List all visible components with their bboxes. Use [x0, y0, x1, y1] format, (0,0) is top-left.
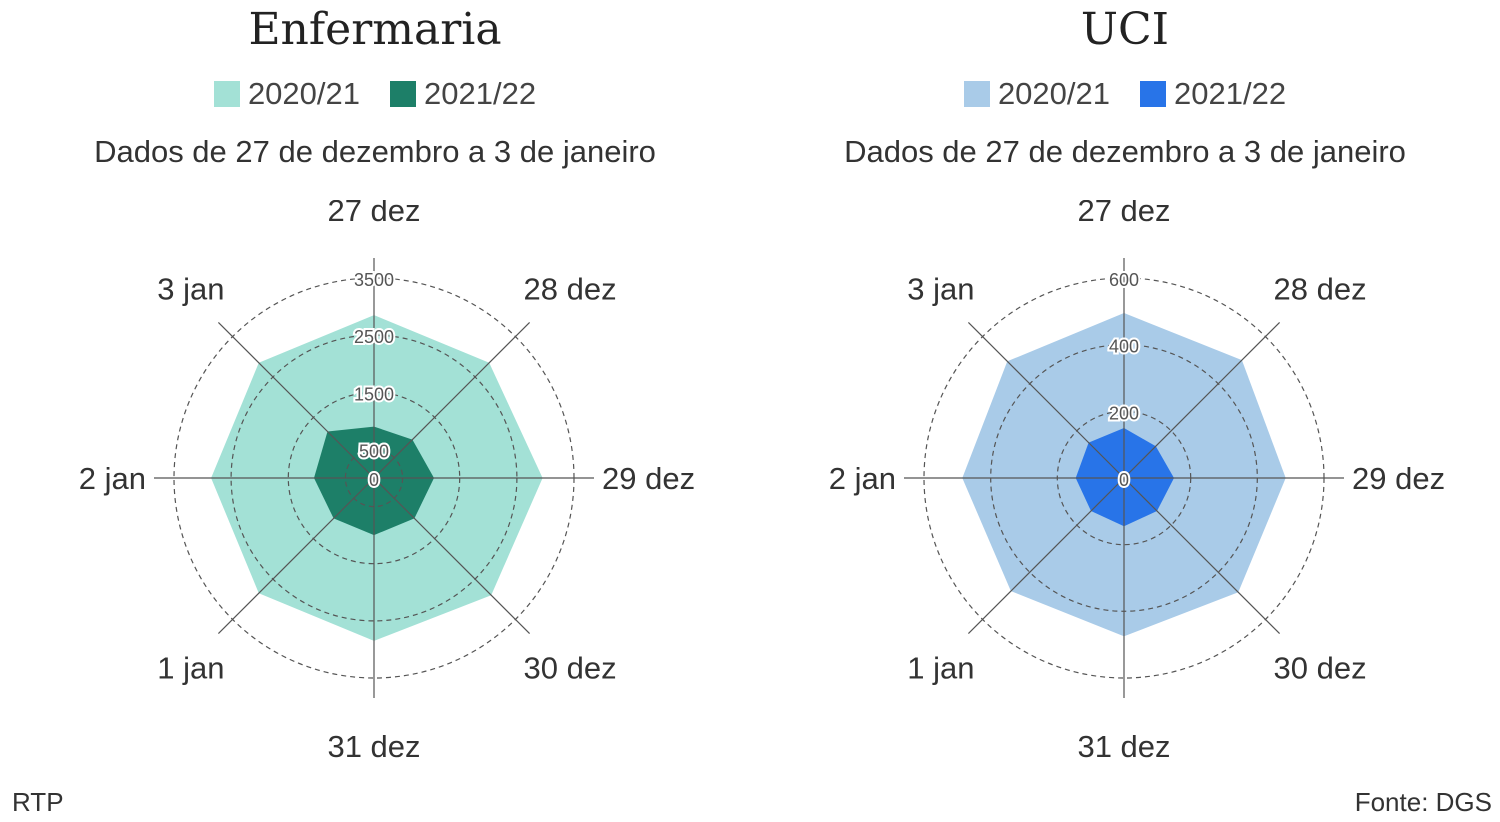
- axis-spoke: [373, 321, 531, 479]
- category-label: 1 jan: [157, 651, 224, 686]
- legend-swatch: [390, 81, 416, 107]
- tick-label: 3500: [354, 270, 394, 290]
- axis-spoke: [967, 321, 1125, 479]
- category-label: 31 dez: [1077, 729, 1170, 760]
- legend: 2020/21 2021/22: [0, 76, 750, 112]
- category-label: 3 jan: [157, 272, 224, 307]
- legend-swatch: [963, 81, 990, 107]
- tick-label: 0: [369, 470, 379, 490]
- category-label: 29 dez: [602, 461, 695, 496]
- legend-item-2021-22: 2021/22: [390, 76, 536, 112]
- axis-spoke: [373, 477, 531, 635]
- category-label: 2 jan: [829, 461, 896, 496]
- legend-swatch: [1140, 81, 1166, 107]
- data-source: Fonte: DGS: [1354, 787, 1492, 817]
- chart-subtitle: Dados de 27 de dezembro a 3 de janeiro: [94, 134, 656, 169]
- tick-label: 200: [1109, 403, 1139, 423]
- radar-chart-uci: 0 200 400 600 27 dez 28 dez 29 dez 30 dez 31 dez…: [829, 200, 1445, 760]
- category-label: 30 dez: [1274, 651, 1367, 686]
- legend-swatch: [213, 81, 240, 107]
- tick-label: 0: [1119, 470, 1129, 490]
- chart-subtitle: Dados de 27 de dezembro a 3 de janeiro: [844, 134, 1406, 169]
- legend-label: 2020/21: [247, 76, 360, 111]
- legend-item-2020-21: 2020/21: [213, 76, 360, 112]
- legend-label: 2021/22: [1174, 76, 1287, 111]
- category-label: 3 jan: [907, 272, 974, 307]
- axis-spoke: [967, 477, 1125, 635]
- enfermaria-panel: Enfermaria 2020/21 2021/22 Dados de 27 d…: [0, 0, 750, 780]
- source-credit: RTP: [12, 787, 64, 817]
- tick-label: 400: [1109, 337, 1139, 357]
- tick-label: 1500: [354, 384, 394, 404]
- chart-title: UCI: [1080, 4, 1170, 55]
- uci-panel: UCI 2020/21 2021/22 Dados de 27 de dezem…: [750, 0, 1500, 780]
- axis-spoke: [217, 477, 375, 635]
- axis-spoke: [217, 321, 375, 479]
- legend-label: 2020/21: [997, 76, 1110, 111]
- tick-label: 500: [359, 441, 389, 461]
- axis-spoke: [1123, 321, 1281, 479]
- category-label: 28 dez: [524, 272, 617, 307]
- chart-title: Enfermaria: [248, 4, 502, 55]
- category-label: 27 dez: [327, 200, 420, 228]
- category-label: 30 dez: [524, 651, 617, 686]
- radar-chart-enfermaria: 0 500 1500 2500 3500 27 dez 28 dez 29 dez 30 dez…: [79, 200, 695, 760]
- legend-item-2021-22: 2021/22: [1140, 76, 1286, 112]
- category-label: 2 jan: [79, 461, 146, 496]
- category-label: 28 dez: [1274, 272, 1367, 307]
- legend-item-2020-21: 2020/21: [963, 76, 1110, 112]
- legend: 2020/21 2021/22: [750, 76, 1500, 112]
- legend-label: 2021/22: [424, 76, 537, 111]
- category-label: 1 jan: [907, 651, 974, 686]
- tick-label: 600: [1109, 270, 1139, 290]
- tick-label: 2500: [354, 327, 394, 347]
- category-label: 27 dez: [1077, 200, 1170, 228]
- category-label: 31 dez: [327, 729, 420, 760]
- axis-spoke: [1123, 477, 1281, 635]
- category-label: 29 dez: [1352, 461, 1445, 496]
